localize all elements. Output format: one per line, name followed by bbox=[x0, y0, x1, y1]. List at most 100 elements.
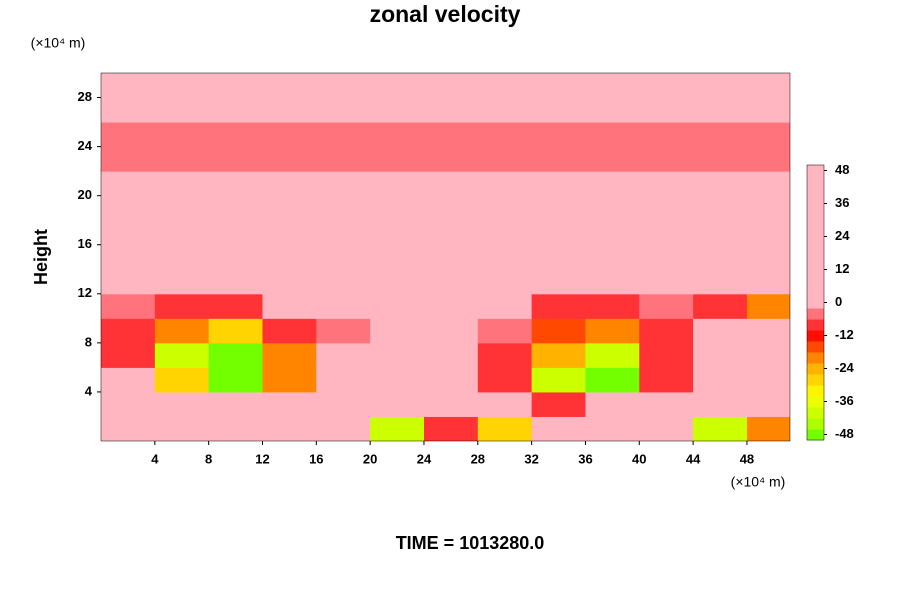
cell bbox=[639, 342, 694, 368]
cell bbox=[154, 195, 210, 221]
cell bbox=[531, 367, 586, 393]
cell bbox=[531, 220, 586, 246]
cell bbox=[477, 269, 533, 295]
cell bbox=[423, 367, 479, 393]
x-tick-label: 32 bbox=[524, 451, 538, 466]
colorbar-band bbox=[807, 264, 824, 276]
cell bbox=[531, 391, 586, 417]
colorbar-tick-label: 0 bbox=[835, 294, 842, 309]
cell bbox=[370, 220, 425, 246]
cell bbox=[154, 73, 210, 99]
cell bbox=[693, 171, 748, 197]
x-tick-label: 8 bbox=[205, 451, 212, 466]
colorbar-band bbox=[807, 407, 824, 419]
cell bbox=[585, 171, 640, 197]
cell bbox=[746, 244, 790, 270]
cell bbox=[693, 293, 748, 319]
cell bbox=[639, 146, 694, 172]
cell bbox=[154, 171, 210, 197]
plot-frame bbox=[100, 72, 791, 442]
cell bbox=[477, 97, 533, 123]
cell bbox=[746, 367, 790, 393]
colorbar-tick-label: -48 bbox=[835, 426, 854, 441]
cell bbox=[423, 73, 479, 99]
cell bbox=[262, 171, 317, 197]
cell bbox=[423, 195, 479, 221]
cell bbox=[693, 195, 748, 221]
cell bbox=[316, 293, 371, 319]
y-tick-label: 8 bbox=[85, 334, 92, 349]
cell bbox=[208, 171, 263, 197]
heatmap bbox=[101, 73, 790, 441]
cell bbox=[477, 73, 533, 99]
cell bbox=[531, 73, 586, 99]
cell bbox=[746, 73, 790, 99]
cell bbox=[154, 391, 210, 417]
cell bbox=[531, 416, 586, 441]
cell bbox=[208, 220, 263, 246]
cell bbox=[693, 97, 748, 123]
cell bbox=[423, 318, 479, 344]
cell bbox=[746, 97, 790, 123]
colorbar-tick-label: 36 bbox=[835, 195, 849, 210]
cell bbox=[101, 269, 156, 295]
cell bbox=[423, 342, 479, 368]
cell bbox=[585, 342, 640, 368]
cell bbox=[639, 195, 694, 221]
cell bbox=[423, 244, 479, 270]
colorbar-band bbox=[807, 231, 824, 243]
colorbar-band bbox=[807, 330, 824, 342]
cell bbox=[531, 122, 586, 148]
chart-title: zonal velocity bbox=[370, 1, 521, 27]
cell bbox=[693, 220, 748, 246]
cell bbox=[154, 416, 210, 441]
x-tick-label: 44 bbox=[686, 451, 701, 466]
cell bbox=[316, 391, 371, 417]
y-tick-label: 16 bbox=[78, 236, 92, 251]
cell bbox=[316, 342, 371, 368]
cell bbox=[262, 220, 317, 246]
colorbar-band bbox=[807, 396, 824, 408]
cell bbox=[423, 293, 479, 319]
y-tick-label: 24 bbox=[78, 138, 93, 153]
cell bbox=[316, 195, 371, 221]
colorbar-band bbox=[807, 286, 824, 298]
cell bbox=[746, 195, 790, 221]
cell bbox=[316, 122, 371, 148]
cell bbox=[746, 171, 790, 197]
cell bbox=[693, 416, 748, 441]
cell bbox=[585, 269, 640, 295]
y-tick-label: 4 bbox=[85, 383, 93, 398]
colorbar-band bbox=[807, 176, 824, 188]
cell bbox=[531, 97, 586, 123]
cell bbox=[262, 146, 317, 172]
cell bbox=[370, 122, 425, 148]
cell bbox=[477, 122, 533, 148]
colorbar-band bbox=[807, 374, 824, 386]
cell bbox=[585, 416, 640, 441]
cell bbox=[746, 122, 790, 148]
colorbar-band bbox=[807, 220, 824, 232]
cell bbox=[370, 244, 425, 270]
cell bbox=[154, 367, 210, 393]
cell bbox=[746, 318, 790, 344]
cell bbox=[101, 416, 156, 441]
colorbar-band bbox=[807, 308, 824, 320]
cell bbox=[370, 293, 425, 319]
x-tick-label: 28 bbox=[471, 451, 485, 466]
cell bbox=[262, 269, 317, 295]
cell bbox=[154, 97, 210, 123]
cell bbox=[531, 146, 586, 172]
cell bbox=[693, 122, 748, 148]
x-unit: (×10⁴ m) bbox=[731, 474, 786, 490]
cell bbox=[262, 342, 317, 368]
cell bbox=[746, 293, 790, 319]
cell bbox=[154, 342, 210, 368]
cell bbox=[693, 367, 748, 393]
cell bbox=[370, 195, 425, 221]
cell bbox=[101, 244, 156, 270]
cell bbox=[101, 195, 156, 221]
cell bbox=[370, 318, 425, 344]
cell bbox=[154, 244, 210, 270]
colorbar-tick-label: -24 bbox=[835, 360, 855, 375]
